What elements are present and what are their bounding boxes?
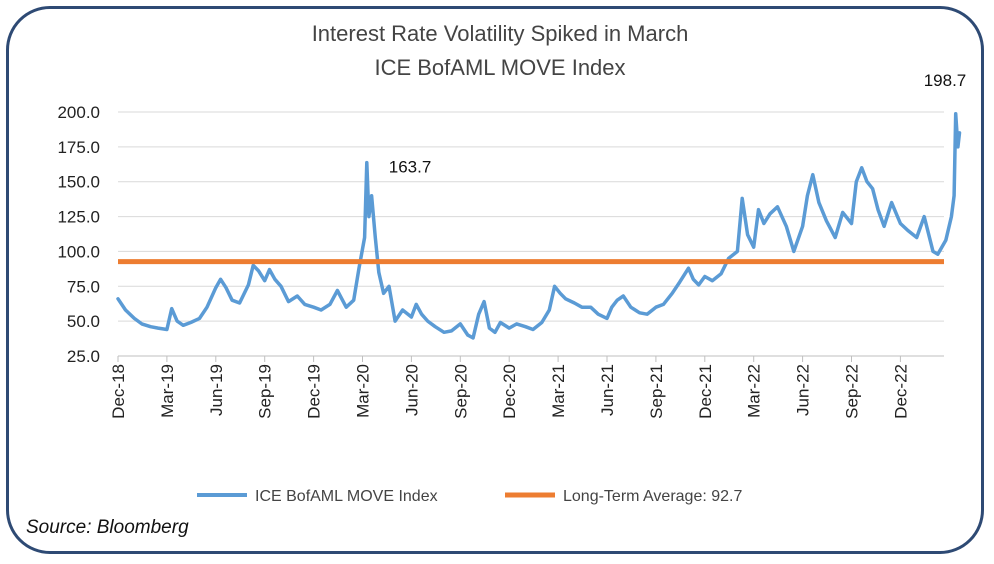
x-tick-label: Mar-19 <box>158 364 177 418</box>
x-tick-label: Jun-21 <box>598 364 617 416</box>
x-tick-label: Jun-19 <box>207 364 226 416</box>
x-tick-label: Sep-22 <box>843 364 862 419</box>
x-tick-label: Jun-20 <box>402 364 421 416</box>
annotation-layer: 163.7 198.7 <box>389 71 966 177</box>
legend-label: Long-Term Average: 92.7 <box>563 488 742 505</box>
x-tick-label: Dec-22 <box>891 364 910 419</box>
peak-data-label: 198.7 <box>924 71 967 90</box>
x-tick-label: Dec-18 <box>109 364 128 419</box>
x-tick-label: Dec-19 <box>305 364 324 419</box>
series-layer <box>116 112 962 340</box>
chart-title: Interest Rate Volatility Spiked in March <box>312 21 689 46</box>
source-note: Source: Bloomberg <box>26 517 189 538</box>
y-tick-label: 125.0 <box>57 208 100 227</box>
y-tick-label: 75.0 <box>67 277 100 296</box>
x-tick-label: Mar-20 <box>354 364 373 418</box>
legend: ICE BofAML MOVE Index Long-Term Average: … <box>197 488 742 505</box>
x-tick-label: Dec-21 <box>696 364 715 419</box>
y-tick-label: 150.0 <box>57 173 100 192</box>
x-tick-label: Jun-22 <box>794 364 813 416</box>
x-tick-label: Dec-20 <box>500 364 519 419</box>
chart-subtitle: ICE BofAML MOVE Index <box>374 55 625 80</box>
y-tick-label: 175.0 <box>57 138 100 157</box>
y-tick-label: 25.0 <box>67 347 100 366</box>
y-tick-label: 100.0 <box>57 242 100 261</box>
move-index-series-line <box>116 112 962 340</box>
x-tick-label: Mar-22 <box>745 364 764 418</box>
grid-layer: 25.0 50.0 75.0 100.0 125.0 150.0 175.0 200.0 Dec… <box>57 103 944 419</box>
y-tick-label: 200.0 <box>57 103 100 122</box>
chart-frame <box>6 6 984 554</box>
x-tick-label: Mar-21 <box>549 364 568 418</box>
legend-label: ICE BofAML MOVE Index <box>255 488 438 505</box>
peak-data-label: 163.7 <box>389 158 432 177</box>
x-tick-label: Sep-20 <box>451 364 470 419</box>
y-tick-label: 50.0 <box>67 312 100 331</box>
x-tick-label: Sep-19 <box>256 364 275 419</box>
x-tick-label: Sep-21 <box>647 364 666 419</box>
